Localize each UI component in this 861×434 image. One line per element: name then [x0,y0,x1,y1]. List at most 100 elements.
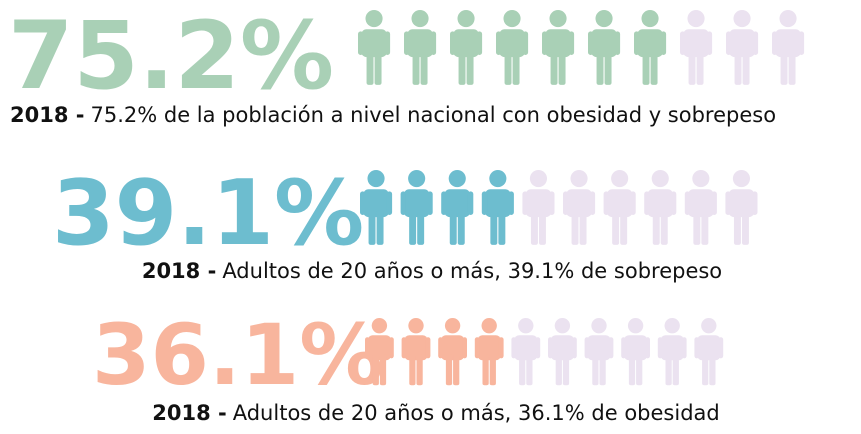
big-percentage: 39.1% [52,161,364,266]
icon-leg [734,50,742,85]
icon-arm [360,191,366,215]
icon-leg [558,50,566,85]
icon-arm [365,337,370,359]
icon-arm [498,337,504,359]
icon-leg [504,50,512,85]
person-filled [365,318,394,386]
icon-torso [591,29,617,58]
caption: 2018 -75.2% de la población a nivel naci… [10,103,776,127]
icon-arm [511,337,517,359]
icon-arm [645,337,650,359]
icon-leg [599,354,606,386]
icon-head [503,10,521,28]
icon-torso [499,29,525,58]
icon-leg [498,210,506,245]
icon-arm [496,31,502,55]
icon-head [595,10,613,28]
icon-arm [549,191,555,215]
icon-arm [603,191,609,215]
icon-torso [729,29,755,58]
icon-arm [680,31,686,55]
icon-leg [596,50,604,85]
icon-arm [476,31,483,55]
icon-arm [563,191,569,215]
icon-leg [672,354,679,386]
icon-arm [621,337,626,359]
icon-leg [604,50,612,85]
icon-leg [379,354,387,386]
person-empty [603,170,636,245]
icon-head [529,170,548,188]
icon-head [448,170,466,188]
person-empty [684,170,717,245]
icon-head [733,10,751,28]
icon-arm [427,191,433,215]
person-filled [474,318,504,386]
icon-arm [438,337,443,359]
icon-leg [642,50,650,85]
person-empty [621,318,650,386]
icon-arm [542,31,548,55]
person-empty [584,318,614,386]
caption-lead: 2018 - [142,259,216,283]
icon-torso [514,335,538,361]
icon-head [365,10,383,28]
icon-torso [697,335,721,361]
icon-leg [416,354,423,386]
icon-leg [636,354,643,386]
icon-torso [367,335,391,361]
icon-leg [372,354,379,386]
icon-leg [612,210,620,245]
icon-leg [445,354,453,386]
icon-arm [474,337,480,359]
icon-arm [670,191,677,215]
icon-leg [374,50,382,85]
icon-leg [688,50,696,85]
icon-arm [726,31,732,55]
icon-torso [453,29,479,58]
icon-leg [457,210,465,245]
icon-arm [401,337,407,359]
icon-torso [688,189,714,218]
icon-arm [706,31,713,55]
icon-torso [566,189,592,218]
icon-leg [620,210,628,245]
icon-arm [481,191,488,215]
person-filled [441,170,474,245]
icon-torso [403,189,430,218]
icon-leg [449,210,457,245]
icon-arm [630,191,636,215]
person-empty [726,10,759,85]
icon-arm [752,31,759,55]
icon-leg [780,50,788,85]
icon-arm [548,337,553,359]
icon-arm [589,191,596,215]
person-filled [360,170,393,245]
icon-torso [407,29,433,58]
person-empty [725,170,758,245]
icon-arm [358,31,364,55]
person-empty [772,10,805,85]
person-empty [511,318,541,386]
person-filled [542,10,575,85]
icon-arm [660,31,667,55]
person-empty [522,170,555,245]
person-filled [358,10,391,85]
person-empty [680,10,713,85]
icon-arm [694,337,700,359]
icon-head [779,10,797,28]
icon-torso [444,189,471,218]
icon-torso [587,335,611,361]
icon-arm [681,337,687,359]
icon-head [408,318,424,334]
icon-leg [466,50,474,85]
person-filled [401,318,431,386]
caption-text: Adultos de 20 años o más, 39.1% de sobre… [222,259,722,283]
icon-head [371,318,388,334]
icon-head [457,10,475,28]
icon-leg [368,210,376,245]
person-empty [657,318,687,386]
icon-head [651,170,669,188]
icon-leg [660,210,668,245]
icon-arm [711,191,717,215]
